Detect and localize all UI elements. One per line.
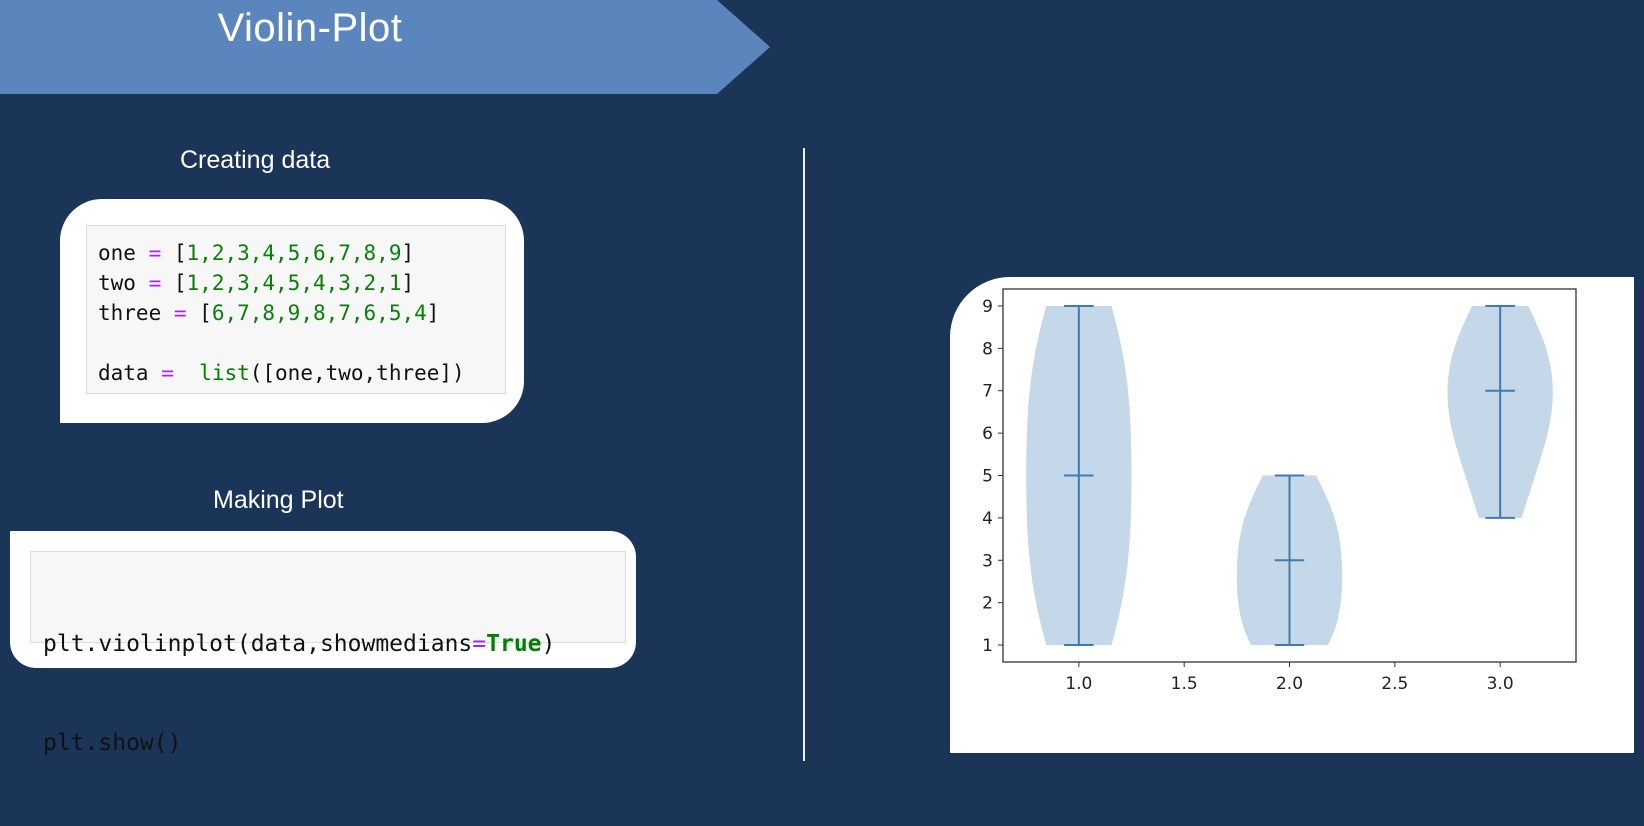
page-title: Violin-Plot	[217, 5, 403, 50]
code-token: =	[148, 241, 162, 265]
y-tick-label: 9	[982, 297, 993, 317]
y-tick-label: 7	[982, 382, 993, 402]
code-token: one	[98, 241, 149, 265]
code-keyword-true: True	[486, 631, 542, 657]
code-line: three = [6,7,8,9,8,7,6,5,4]	[98, 298, 505, 328]
title-banner	[0, 0, 770, 94]
chart-card: 1 2 3 4 5 6 7 8 9 1.0 1.5 2.0 2.5 3.0	[950, 277, 1634, 753]
code-token: 6,7,8,9,8,7,6,5,4	[211, 301, 427, 325]
code-token: ([one,two,three])	[249, 361, 465, 385]
x-tick-label: 2.0	[1276, 674, 1303, 694]
code-line-violinplot: plt.violinplot(data,showmedians=True)	[43, 628, 625, 661]
code-line	[98, 328, 505, 358]
create-data-code: one = [1,2,3,4,5,6,7,8,9] two = [1,2,3,4,…	[86, 225, 506, 394]
y-tick-label: 6	[982, 424, 993, 444]
making-plot-code: plt.violinplot(data,showmedians=True) pl…	[30, 551, 626, 756]
code-token: data	[98, 361, 162, 385]
code-token: ]	[401, 241, 415, 265]
making-plot-label: Making Plot	[213, 486, 344, 514]
create-data-card: one = [1,2,3,4,5,6,7,8,9] two = [1,2,3,4,…	[60, 199, 524, 423]
violin-chart: 1 2 3 4 5 6 7 8 9 1.0 1.5 2.0 2.5 3.0	[982, 288, 1577, 694]
code-token: 1,2,3,4,5,4,3,2,1	[186, 271, 402, 295]
y-tick-label: 4	[982, 509, 993, 529]
y-tick-label: 5	[982, 467, 993, 487]
code-token: ]	[401, 271, 415, 295]
code-token: list	[199, 361, 250, 385]
x-tick-label: 1.5	[1171, 674, 1198, 694]
code-token: ]	[426, 301, 440, 325]
code-token: [	[186, 301, 212, 325]
x-tick-label: 2.5	[1381, 674, 1408, 694]
code-operator: =	[472, 631, 487, 657]
code-token: =	[161, 361, 174, 385]
x-tick-label: 3.0	[1487, 674, 1514, 694]
making-plot-card: plt.violinplot(data,showmedians=True) pl…	[10, 531, 636, 756]
code-close-paren: )	[541, 631, 556, 657]
code-line-show: plt.show()	[43, 730, 182, 756]
y-tick-label: 1	[982, 636, 993, 656]
code-line: two = [1,2,3,4,5,4,3,2,1]	[98, 268, 505, 298]
code-token: [	[161, 241, 187, 265]
y-tick-label: 2	[982, 594, 993, 614]
code-token: three	[98, 301, 174, 325]
code-line: one = [1,2,3,4,5,6,7,8,9]	[98, 238, 505, 268]
code-token: [	[161, 271, 187, 295]
code-token: two	[98, 271, 149, 295]
code-token: 1,2,3,4,5,6,7,8,9	[186, 241, 402, 265]
code-call: plt.violinplot(data,showmedians	[43, 631, 473, 657]
vertical-divider	[803, 148, 805, 761]
y-tick-label: 8	[982, 339, 993, 359]
creating-data-label: Creating data	[180, 146, 331, 174]
code-token: =	[173, 301, 187, 325]
code-line: data = list([one,two,three])	[98, 358, 505, 388]
code-token: =	[148, 271, 162, 295]
x-tick-label: 1.0	[1065, 674, 1092, 694]
code-token	[174, 361, 199, 385]
y-tick-label: 3	[982, 551, 993, 571]
